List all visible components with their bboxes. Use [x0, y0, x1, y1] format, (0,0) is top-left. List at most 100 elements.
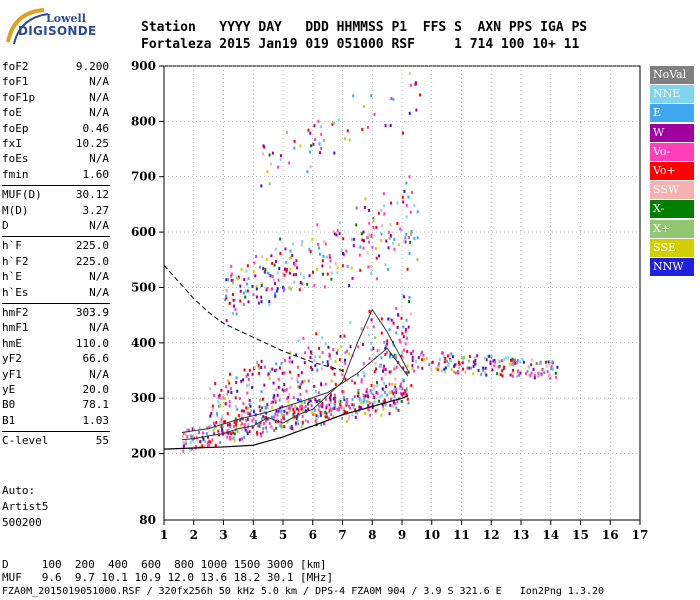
echo-point — [276, 413, 279, 417]
echo-point — [336, 348, 339, 352]
param-value: 9.200 — [75, 60, 109, 73]
echo-point — [285, 388, 288, 392]
echo-point — [186, 435, 189, 439]
echo-point — [229, 436, 232, 440]
y-tick-label: 800 — [131, 114, 156, 128]
echo-point — [212, 421, 215, 425]
echo-point — [248, 368, 251, 372]
echo-point — [512, 368, 515, 372]
echo-point — [251, 425, 254, 429]
echo-point — [425, 356, 428, 360]
echo-point — [332, 348, 335, 352]
echo-point — [329, 265, 332, 269]
echo-point — [362, 246, 365, 250]
echo-point — [400, 399, 403, 403]
echo-point — [407, 325, 410, 329]
echo-point — [380, 317, 383, 321]
echo-point — [409, 240, 412, 244]
param-value: 110.0 — [75, 336, 109, 350]
echo-point — [494, 360, 497, 364]
echo-point — [393, 388, 396, 392]
echo-point — [227, 428, 230, 432]
echo-point — [235, 312, 238, 316]
echo-point — [392, 392, 395, 396]
echo-point — [350, 237, 353, 241]
echo-point — [393, 367, 396, 371]
echo-point — [259, 421, 262, 425]
echo-point — [283, 371, 286, 375]
echo-point — [444, 366, 447, 370]
echo-point — [299, 385, 302, 389]
echo-point — [280, 409, 283, 413]
echo-point — [537, 371, 540, 375]
x-tick-label: 1 — [160, 528, 168, 542]
echo-point — [547, 374, 550, 378]
param-row-hmf2: hmF2 303.9 — [2, 306, 109, 320]
echo-point — [435, 367, 438, 371]
echo-point — [360, 327, 363, 331]
y-tick-label: 700 — [131, 170, 156, 184]
echo-point — [270, 254, 273, 258]
echo-point — [274, 412, 277, 416]
echo-point — [189, 448, 192, 452]
echo-point — [211, 404, 214, 408]
echo-point — [333, 393, 336, 397]
echo-point — [284, 267, 287, 271]
echo-point — [193, 428, 196, 432]
echo-point — [252, 293, 255, 297]
echo-point — [283, 359, 286, 363]
x-tick-label: 11 — [453, 528, 470, 542]
echo-point — [514, 361, 517, 365]
echo-point — [271, 275, 274, 279]
echo-point — [270, 162, 273, 166]
echo-point — [485, 358, 488, 362]
echo-point — [247, 377, 250, 381]
param-value: N/A — [89, 152, 109, 166]
echo-point — [404, 389, 407, 393]
echo-point — [319, 125, 322, 129]
echo-point — [362, 104, 365, 108]
echo-point — [291, 427, 294, 431]
echo-point — [390, 318, 393, 322]
echo-point — [316, 267, 319, 271]
echo-point — [319, 411, 322, 415]
echo-point — [328, 352, 331, 356]
echo-point — [387, 246, 390, 250]
echo-point — [290, 377, 293, 381]
echo-point — [352, 244, 355, 248]
echo-point — [342, 237, 345, 241]
echo-point — [240, 409, 243, 413]
echo-point — [236, 430, 239, 434]
echo-point — [499, 373, 502, 377]
echo-point — [318, 252, 321, 256]
echo-point — [217, 404, 220, 408]
echo-point — [542, 368, 545, 372]
echo-point — [236, 407, 239, 411]
param-label: h`Es — [2, 285, 29, 299]
echo-point — [313, 124, 316, 128]
autoscaler-line3: 500200 — [2, 516, 42, 529]
param-row-foe: foE N/A — [2, 106, 109, 120]
echo-point — [396, 221, 399, 225]
echo-point — [394, 383, 397, 387]
echo-point — [284, 388, 287, 392]
echo-point — [447, 363, 450, 367]
echo-point — [357, 345, 360, 349]
echo-point — [413, 203, 416, 207]
echo-point — [469, 366, 472, 370]
echo-point — [295, 259, 298, 263]
echo-point — [388, 370, 391, 374]
echo-point — [299, 392, 302, 396]
echo-point — [342, 252, 345, 256]
echo-point — [489, 360, 492, 364]
echo-point — [247, 406, 250, 410]
echo-point — [380, 377, 383, 381]
echo-point — [382, 381, 385, 385]
echo-point — [309, 165, 312, 169]
echo-point — [241, 417, 244, 421]
echo-point — [387, 267, 390, 271]
x-tick-label: 7 — [338, 528, 346, 542]
echo-point — [399, 340, 402, 344]
param-value: N/A — [89, 219, 109, 232]
echo-point — [264, 267, 267, 271]
